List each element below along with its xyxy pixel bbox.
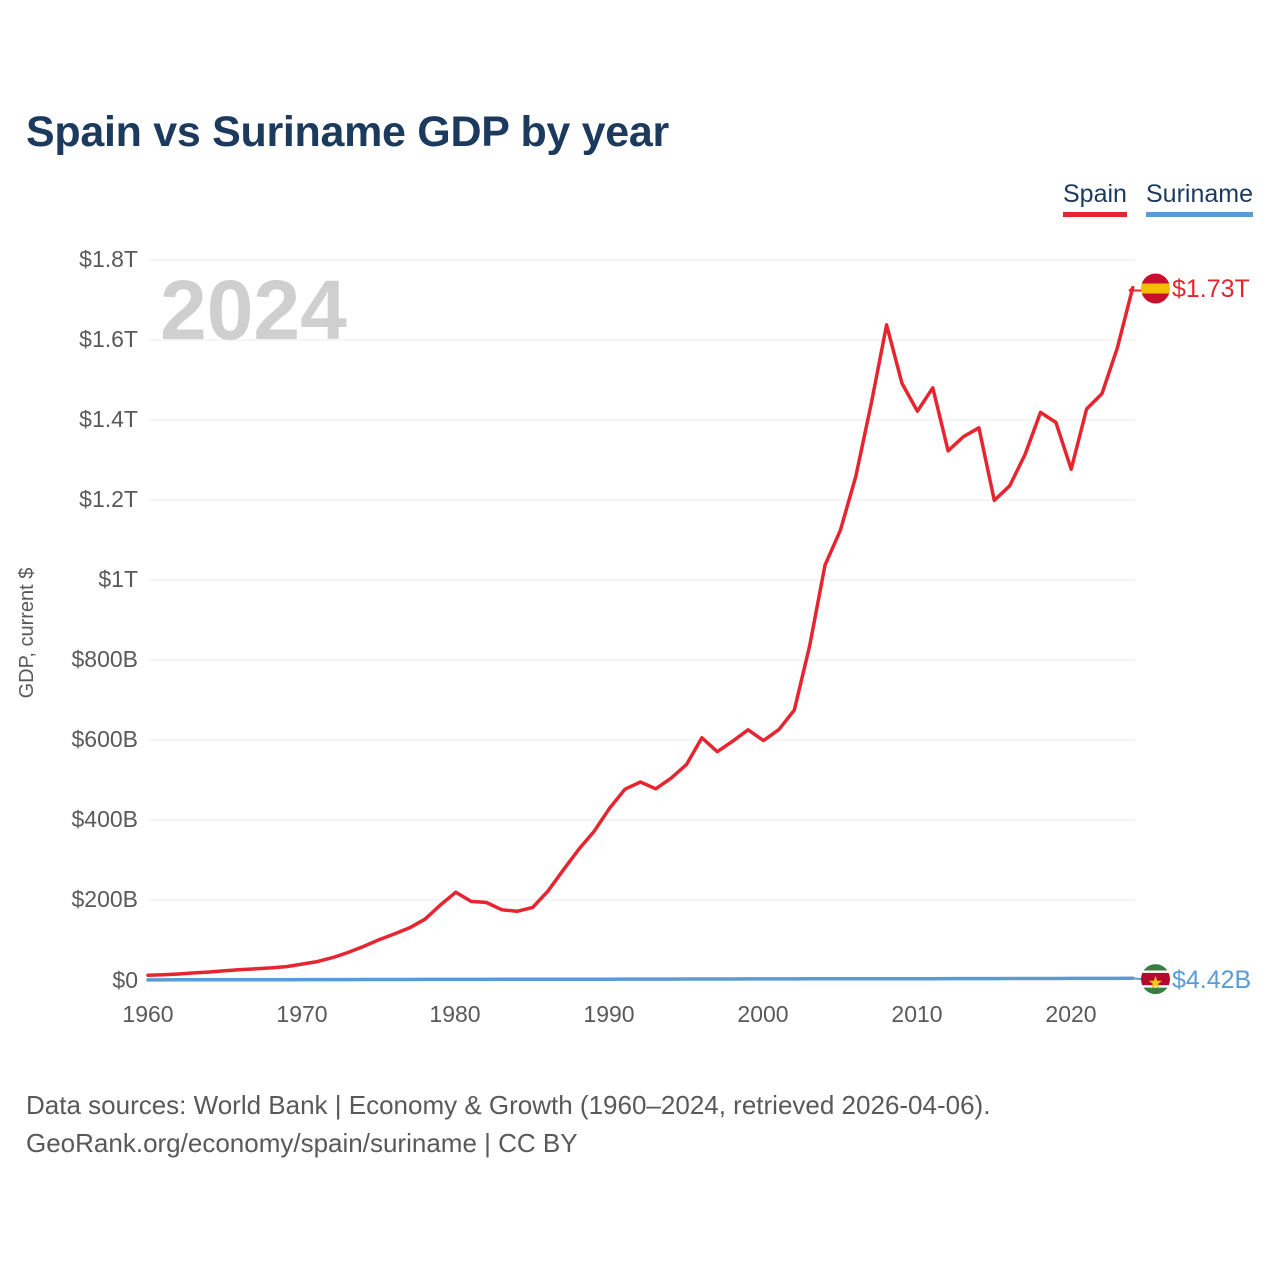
svg-text:$0: $0 [112, 967, 138, 993]
svg-text:1980: 1980 [429, 1001, 480, 1027]
svg-text:2020: 2020 [1045, 1001, 1096, 1027]
svg-text:2010: 2010 [891, 1001, 942, 1027]
svg-text:$1.2T: $1.2T [79, 486, 138, 512]
svg-text:$1T: $1T [98, 566, 138, 592]
svg-text:GDP, current $: GDP, current $ [16, 568, 38, 699]
svg-text:2000: 2000 [737, 1001, 788, 1027]
svg-text:1970: 1970 [276, 1001, 327, 1027]
svg-text:$4.42B: $4.42B [1172, 966, 1251, 994]
svg-text:$400B: $400B [71, 806, 138, 832]
svg-text:$1.8T: $1.8T [79, 246, 138, 272]
svg-text:$1.73T: $1.73T [1172, 275, 1250, 303]
svg-text:$800B: $800B [71, 646, 138, 672]
svg-text:$600B: $600B [71, 726, 138, 752]
svg-text:$1.6T: $1.6T [79, 326, 138, 352]
svg-text:$200B: $200B [71, 886, 138, 912]
svg-text:$1.4T: $1.4T [79, 406, 138, 432]
svg-text:1990: 1990 [583, 1001, 634, 1027]
svg-text:1960: 1960 [122, 1001, 173, 1027]
